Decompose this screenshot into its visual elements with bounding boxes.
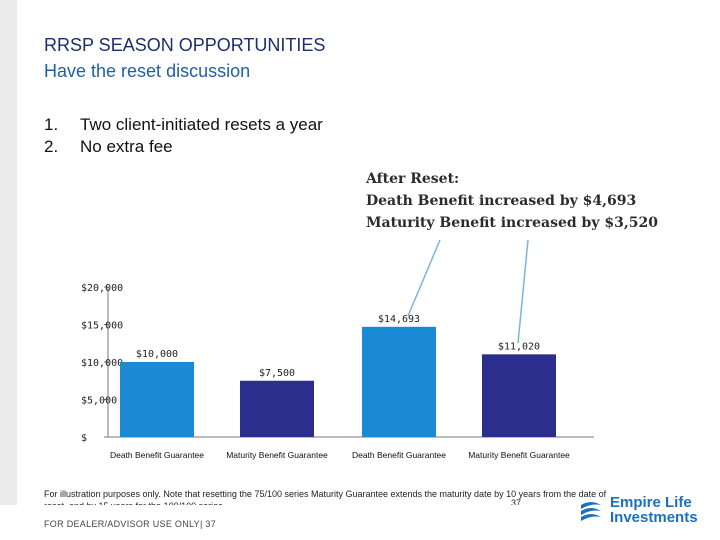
callout-pointer-death (407, 239, 441, 317)
y-tick-label: $ (81, 433, 87, 444)
left-rule (0, 0, 17, 505)
y-tick-label: $15,000 (81, 321, 123, 332)
bar-1 (120, 362, 194, 437)
list-item-text: No extra fee (80, 137, 173, 156)
y-tick-label: $20,000 (81, 283, 123, 294)
y-tick-label: $5,000 (81, 396, 117, 407)
chart-bars: $10,000 Death Benefit Guarantee $7,500 Matu… (110, 314, 570, 460)
callout-pointer-maturity (517, 239, 529, 344)
slide-title: RRSP SEASON OPPORTUNITIES (44, 35, 326, 55)
usage-label: FOR DEALER/ADVISOR USE ONLY| 37 (44, 519, 217, 529)
logo-mark-icon (581, 502, 601, 521)
points-list: 1. Two client-initiated resets a year 2.… (44, 114, 323, 158)
callout-maturity-benefit: Maturity Benefit increased by $3,520 (366, 215, 658, 231)
page-number: 37 (511, 498, 522, 508)
bar-value-label: $14,693 (378, 314, 420, 325)
logo-line1: Empire Life (610, 494, 692, 511)
logo-line2: Investments (610, 509, 698, 526)
reset-callout: After Reset: Death Benefit increased by … (366, 168, 658, 234)
y-tick-label: $10,000 (81, 358, 123, 369)
bar-3 (362, 326, 436, 437)
list-item-number: 2. (44, 137, 59, 156)
category-label: Maturity Benefit Guarantee (468, 450, 570, 460)
bar-value-label: $10,000 (136, 349, 178, 360)
footer-bar (17, 505, 720, 540)
slide-subtitle: Have the reset discussion (44, 61, 251, 81)
logo-wordmark: Empire Life Investments (610, 495, 698, 525)
bar-value-label: $7,500 (259, 368, 295, 379)
list-item-number: 1. (44, 115, 59, 134)
bar-2 (240, 380, 314, 437)
list-item: 1. Two client-initiated resets a year (44, 114, 323, 136)
callout-death-benefit: Death Benefit increased by $4,693 (366, 193, 637, 209)
category-label: Death Benefit Guarantee (352, 450, 446, 460)
bar-value-label: $11,020 (498, 341, 540, 352)
empire-life-logo: Empire Life Investments (578, 495, 698, 525)
category-label: Death Benefit Guarantee (110, 450, 204, 460)
list-item: 2. No extra fee (44, 136, 323, 158)
bar-4 (482, 354, 556, 437)
callout-heading: After Reset: (366, 171, 460, 187)
list-item-text: Two client-initiated resets a year (80, 115, 323, 134)
category-label: Maturity Benefit Guarantee (226, 450, 328, 460)
